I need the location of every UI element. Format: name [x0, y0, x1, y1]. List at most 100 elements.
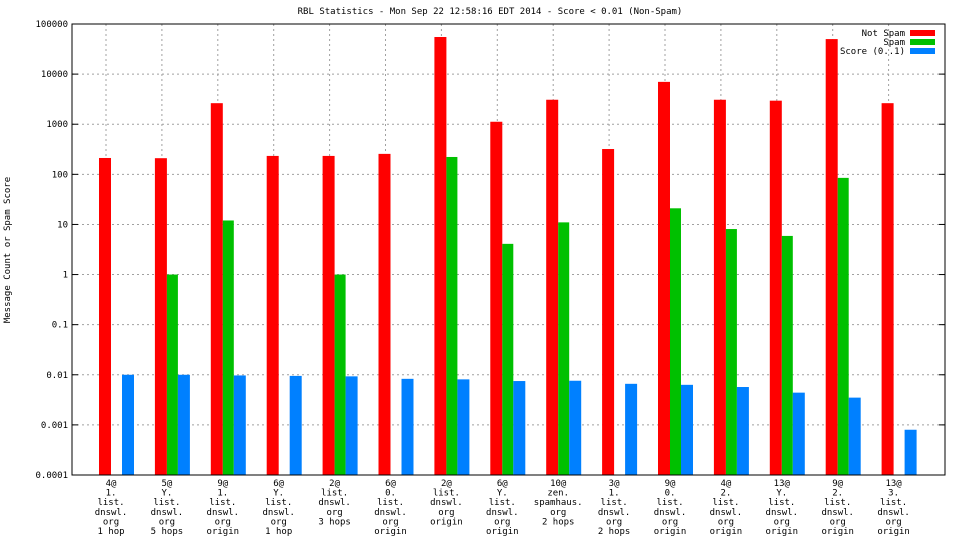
x-tick-label: dnswl.: [151, 508, 184, 518]
y-tick-label: 100: [52, 170, 68, 180]
x-tick-label: list.: [153, 498, 180, 508]
bar-not-spam: [602, 149, 615, 475]
x-tick-label: origin: [374, 527, 407, 537]
x-tick-label: list.: [97, 498, 124, 508]
x-tick-label: dnswl.: [821, 508, 854, 518]
x-tick-label: dnswl.: [262, 508, 295, 518]
y-tick-label: 0.001: [41, 421, 68, 431]
x-tick-label: 10@: [550, 479, 567, 489]
x-tick-label: 3 hops: [318, 517, 351, 527]
x-tick-label: 13@: [774, 479, 791, 489]
x-tick-label: Y.: [497, 489, 508, 499]
y-tick-label: 0.1: [52, 321, 68, 331]
bar-not-spam: [154, 158, 167, 475]
x-tick-label: 0.: [665, 489, 676, 499]
bar-not-spam: [713, 99, 726, 475]
x-tick-label: 0.: [385, 489, 396, 499]
x-tick-label: origin: [430, 517, 463, 527]
x-tick-label: 2@: [329, 479, 340, 489]
bar-spam: [670, 208, 681, 476]
x-tick-label: Y.: [776, 489, 787, 499]
bar-not-spam: [434, 37, 447, 476]
x-tick-label: list.: [824, 498, 851, 508]
x-tick-label: 2.: [832, 489, 843, 499]
x-tick-label: list.: [712, 498, 739, 508]
x-tick-label: list.: [880, 498, 907, 508]
bar-score: [513, 381, 526, 475]
x-tick-label: 3.: [888, 489, 899, 499]
x-tick-label: 5 hops: [151, 527, 184, 537]
x-tick-label: dnswl.: [486, 508, 519, 518]
bar-score: [177, 374, 190, 475]
x-tick-label: org: [718, 517, 734, 527]
x-tick-label: list.: [489, 498, 516, 508]
x-tick-label: list.: [433, 489, 460, 499]
x-tick-label: list.: [321, 489, 348, 499]
x-tick-label: 1 hop: [265, 527, 292, 537]
x-tick-label: org: [103, 517, 119, 527]
x-tick-label: dnswl.: [877, 508, 910, 518]
x-tick-label: dnswl.: [207, 508, 240, 518]
x-tick-label: 3@: [609, 479, 620, 489]
bar-spam: [781, 235, 793, 475]
bar-not-spam: [658, 81, 670, 476]
y-axis-label: Message Count or Spam Score: [3, 177, 13, 323]
x-tick-label: org: [215, 517, 231, 527]
bar-not-spam: [210, 103, 223, 476]
x-tick-label: origin: [821, 527, 854, 537]
bar-not-spam: [825, 39, 838, 475]
x-tick-label: org: [830, 517, 846, 527]
x-tick-label: origin: [710, 527, 743, 537]
x-tick-label: list.: [768, 498, 795, 508]
bar-score: [569, 380, 582, 475]
bar-not-spam: [266, 155, 279, 475]
y-tick-label: 0.01: [46, 371, 68, 381]
legend-label: Spam: [883, 38, 905, 48]
x-tick-label: origin: [654, 527, 687, 537]
x-tick-label: 4@: [720, 479, 731, 489]
bar-score: [625, 383, 638, 475]
x-tick-label: dnswl.: [95, 508, 128, 518]
y-tick-label: 10000: [41, 70, 68, 80]
bar-spam: [558, 222, 570, 475]
x-tick-label: org: [662, 517, 678, 527]
x-tick-label: dnswl.: [430, 498, 463, 508]
bar-not-spam: [881, 103, 894, 476]
bar-spam: [446, 156, 458, 475]
x-tick-label: 6@: [497, 479, 508, 489]
bar-not-spam: [546, 99, 559, 475]
bar-spam: [725, 229, 737, 475]
bar-score: [736, 387, 749, 475]
x-tick-label: org: [774, 517, 790, 527]
bar-not-spam: [378, 153, 391, 475]
x-tick-label: 2 hops: [542, 517, 575, 527]
y-tick-label: 10: [57, 220, 68, 230]
bar-score: [457, 379, 470, 475]
legend-swatch: [910, 48, 935, 54]
legend-swatch: [910, 39, 935, 45]
x-tick-label: 4@: [106, 479, 117, 489]
x-tick-label: list.: [209, 498, 236, 508]
legend-label: Not Spam: [862, 29, 905, 39]
x-tick-label: dnswl.: [654, 508, 687, 518]
x-tick-label: origin: [877, 527, 910, 537]
x-tick-label: list.: [656, 498, 683, 508]
x-tick-label: list.: [377, 498, 404, 508]
x-tick-label: origin: [766, 527, 799, 537]
x-tick-label: 2 hops: [598, 527, 631, 537]
x-tick-label: org: [606, 517, 622, 527]
x-tick-label: dnswl.: [318, 498, 351, 508]
x-tick-label: org: [271, 517, 287, 527]
x-tick-label: dnswl.: [374, 508, 407, 518]
y-tick-label: 1000: [46, 120, 68, 130]
x-tick-label: 9@: [665, 479, 676, 489]
x-tick-label: org: [494, 517, 510, 527]
x-tick-label: 2@: [441, 479, 452, 489]
x-tick-label: 9@: [217, 479, 228, 489]
bar-spam: [837, 177, 849, 475]
x-tick-label: org: [326, 508, 342, 518]
y-tick-label: 0.0001: [35, 471, 68, 481]
